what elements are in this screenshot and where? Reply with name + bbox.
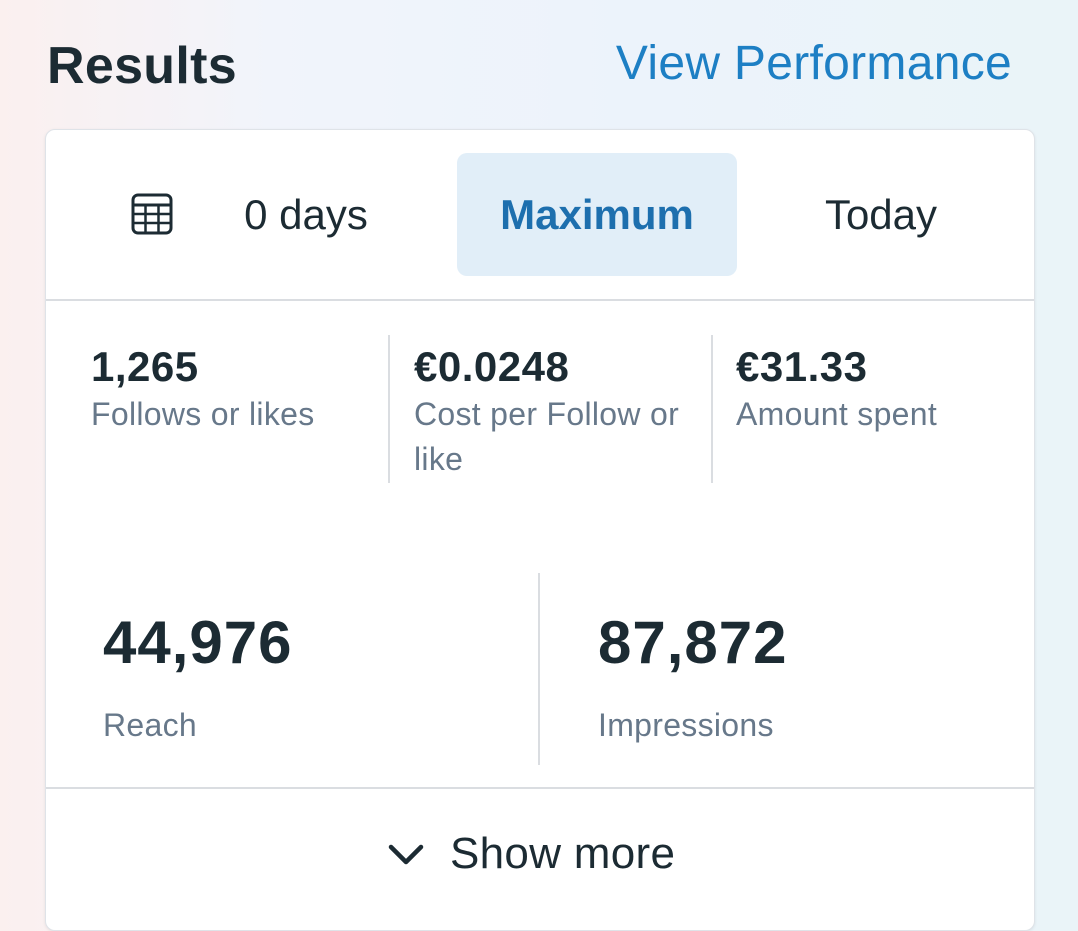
tab-maximum[interactable]: Maximum bbox=[457, 153, 737, 276]
metric-reach: 44,976 Reach bbox=[103, 608, 503, 745]
metric-value: €31.33 bbox=[736, 343, 868, 390]
date-range-tabs: 0 days Maximum Today bbox=[46, 130, 1034, 301]
divider bbox=[711, 335, 713, 483]
metric-label: Amount spent bbox=[736, 396, 938, 432]
divider bbox=[388, 335, 390, 483]
metric-value: 44,976 bbox=[103, 609, 293, 676]
card-footer: Show more bbox=[46, 787, 1034, 919]
results-card: 0 days Maximum Today 1,265 Follows or li… bbox=[45, 129, 1035, 931]
divider bbox=[538, 573, 540, 765]
tab-today[interactable]: Today bbox=[824, 190, 938, 238]
metric-label: Impressions bbox=[598, 707, 774, 743]
metric-impressions: 87,872 Impressions bbox=[598, 608, 998, 745]
page-title: Results bbox=[47, 37, 237, 95]
calendar-icon[interactable] bbox=[130, 192, 174, 236]
metric-value: €0.0248 bbox=[414, 343, 570, 390]
show-more-label: Show more bbox=[450, 829, 676, 878]
metric-value: 1,265 bbox=[91, 343, 199, 390]
metric-label: Cost per Follow or like bbox=[414, 396, 680, 477]
metric-cost-per-follow: €0.0248 Cost per Follow or like bbox=[414, 342, 714, 482]
tab-0-days[interactable]: 0 days bbox=[244, 190, 368, 238]
metric-amount-spent: €31.33 Amount spent bbox=[736, 342, 1026, 437]
show-more-button[interactable]: Show more bbox=[386, 819, 675, 889]
metric-follows: 1,265 Follows or likes bbox=[91, 342, 391, 437]
metric-label: Reach bbox=[103, 707, 197, 743]
results-header: Results View Performance bbox=[0, 0, 1078, 128]
metric-value: 87,872 bbox=[598, 609, 788, 676]
chevron-down-icon bbox=[388, 844, 424, 865]
metric-label: Follows or likes bbox=[91, 396, 315, 432]
view-performance-link[interactable]: View Performance bbox=[615, 37, 1012, 90]
